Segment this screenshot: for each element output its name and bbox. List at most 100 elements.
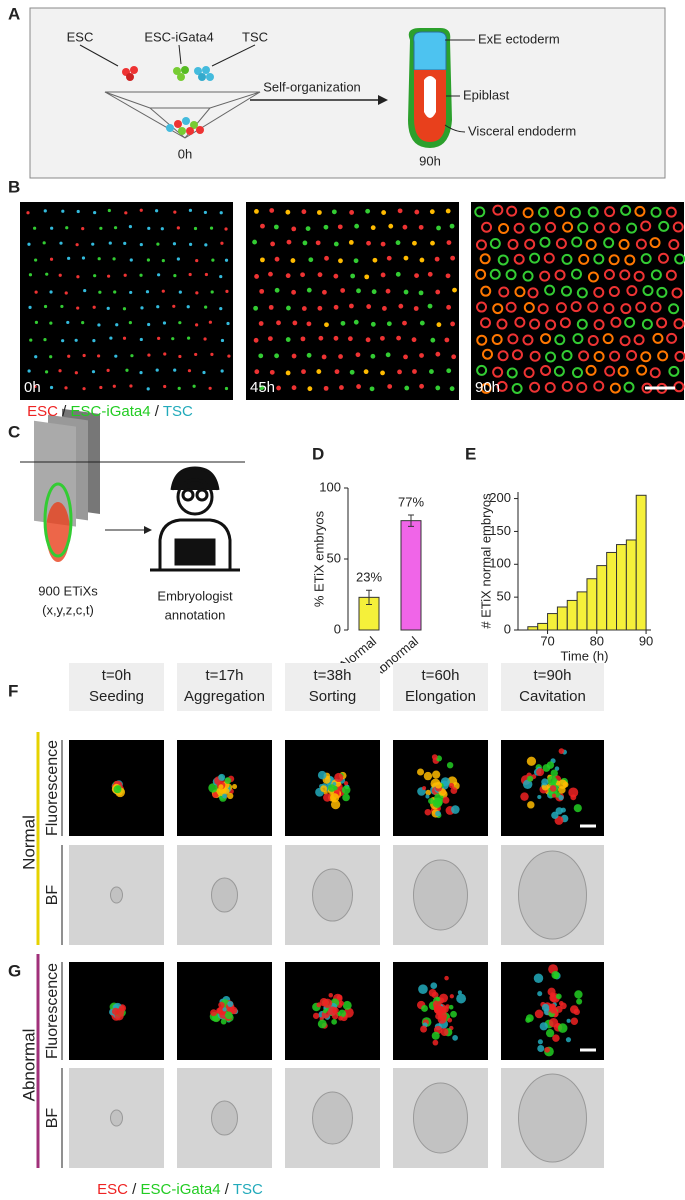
cell-blob — [442, 796, 450, 804]
cell-dot — [219, 211, 223, 215]
y-tick-label: 200 — [489, 490, 511, 505]
header-box — [177, 663, 272, 711]
cell-blob — [573, 804, 582, 813]
cell-dot — [539, 236, 551, 248]
cell-dot — [411, 337, 417, 343]
cell-blob — [423, 771, 433, 781]
cell-dot — [139, 337, 143, 342]
cell-dot — [523, 367, 535, 379]
cell-dot — [186, 336, 191, 340]
cell-blob — [328, 784, 336, 792]
cell-dot — [642, 285, 654, 297]
cell-blob — [435, 781, 442, 789]
embryo-outline — [110, 1109, 123, 1127]
y-tick-label: 100 — [319, 479, 341, 494]
time-label: t=90h — [534, 667, 572, 684]
cell-dot — [603, 269, 615, 281]
cell-dot — [259, 288, 265, 294]
x-axis-label: Time (h) — [561, 648, 609, 663]
cell-dot — [172, 242, 177, 246]
annotator-label: Embryologist — [157, 588, 233, 603]
cell-dot — [506, 367, 518, 379]
cell-dot — [604, 206, 616, 218]
cell-dot — [479, 253, 491, 265]
cell-dot — [427, 271, 433, 277]
cell-dot — [369, 386, 375, 392]
bar — [606, 551, 618, 631]
cell-blob — [435, 810, 441, 817]
cell-dot — [435, 385, 441, 391]
cell-dot — [260, 223, 265, 229]
cell-blob — [537, 991, 543, 997]
cell-dot — [450, 255, 456, 261]
cell-dot — [658, 220, 670, 232]
cell-dot — [43, 209, 47, 213]
cell-dot — [220, 241, 224, 245]
cell-dot — [173, 274, 177, 278]
cell-dot — [380, 335, 385, 341]
cell-dot — [626, 222, 638, 234]
cell-dot — [514, 286, 526, 298]
cell-dot — [668, 239, 680, 251]
cell-blob — [537, 1039, 543, 1045]
cell-dot — [123, 241, 127, 245]
cell-dot — [163, 384, 167, 389]
cell-dot — [128, 321, 132, 325]
cell-dot — [578, 350, 590, 362]
cell-dot — [395, 240, 401, 246]
cell-dot — [307, 386, 313, 392]
cell-blob — [431, 754, 438, 760]
cell-dot — [641, 318, 653, 330]
cell-dot — [172, 304, 176, 308]
cell-dot — [75, 243, 79, 247]
stack-label: 900 ETiXs — [38, 583, 98, 598]
embryo-outline — [518, 850, 587, 940]
cell-dot — [507, 238, 519, 250]
cell-dot — [291, 353, 297, 359]
cell-dot — [507, 333, 519, 345]
cell-dot — [49, 385, 54, 390]
cell-dot — [489, 238, 501, 250]
cell-dot — [559, 317, 571, 329]
cell-blob — [343, 781, 349, 786]
cell-blob — [566, 1018, 571, 1023]
cell-dot — [419, 257, 425, 263]
cell-dot — [156, 305, 160, 309]
cell-dot — [107, 274, 111, 278]
cell-clusters — [122, 66, 214, 81]
panel-label: B — [8, 177, 20, 196]
cell-dot — [254, 369, 260, 375]
y-axis-label: % ETiX embryos — [311, 510, 326, 607]
cell-dot — [308, 257, 314, 263]
cell-dot — [355, 352, 361, 358]
cell-dot — [418, 290, 424, 296]
cell-dot — [398, 303, 404, 309]
header-box — [393, 663, 488, 711]
cell-blob — [527, 801, 535, 809]
cell-blob — [527, 775, 534, 782]
cell-blob — [437, 1014, 447, 1024]
cell-dot — [155, 368, 159, 372]
separator: / — [221, 1181, 233, 1198]
time-label: 0h — [178, 146, 192, 161]
cell-dot — [544, 381, 556, 393]
cell-dot — [524, 238, 536, 250]
cell-blob — [430, 982, 438, 990]
cell-dot — [163, 352, 167, 356]
cell-dot — [505, 301, 517, 313]
cell-dot — [64, 291, 68, 295]
cell-dot — [107, 208, 111, 213]
cell-dot — [498, 286, 510, 298]
bar — [586, 578, 598, 631]
cell-dot — [576, 287, 588, 299]
bar — [576, 591, 588, 631]
row-label: BF — [44, 1108, 61, 1129]
cell-dot — [356, 384, 361, 389]
cell-dot — [674, 253, 685, 265]
cell-dot — [430, 240, 435, 246]
cell-dot — [129, 258, 133, 262]
cell-dot — [67, 354, 71, 358]
cell-blob — [432, 1039, 439, 1046]
arrow-label: Self-organization — [263, 79, 361, 94]
y-tick-label: 100 — [489, 556, 511, 571]
